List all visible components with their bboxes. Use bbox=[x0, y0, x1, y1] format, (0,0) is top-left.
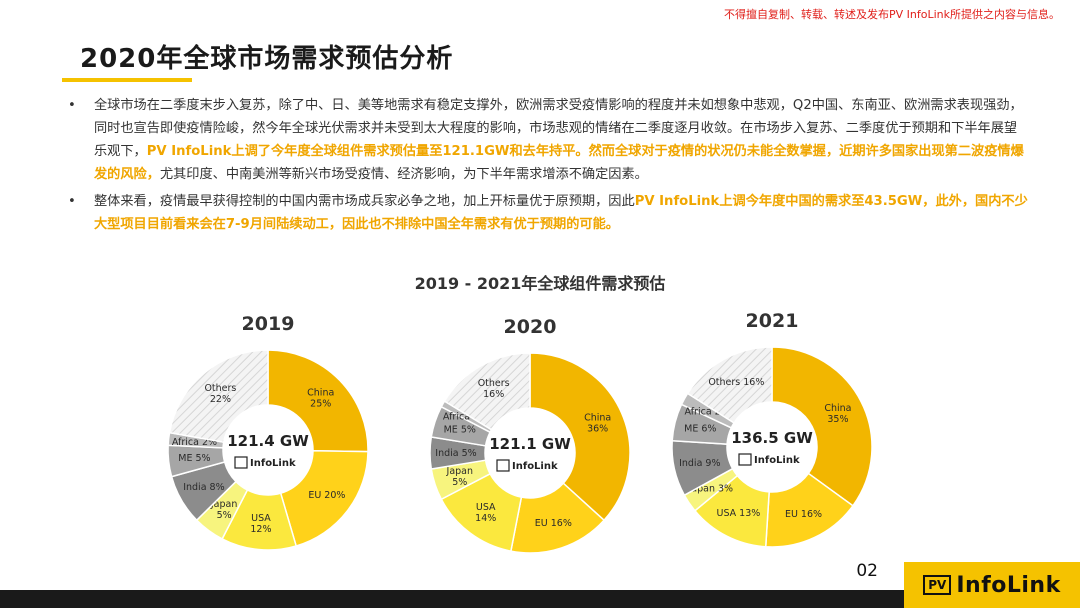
svg-text:InfoLink: InfoLink bbox=[512, 461, 558, 472]
bullet-list: • 全球市场在二季度末步入复苏，除了中、日、美等地需求有稳定支撑外，欧洲需求受疫… bbox=[66, 94, 1028, 240]
slice-label: Others 16% bbox=[708, 377, 764, 388]
donut-hole bbox=[728, 403, 816, 491]
chart-year-title: 2019 bbox=[242, 313, 295, 335]
bullet-item: • 全球市场在二季度末步入复苏，除了中、日、美等地需求有稳定支撑外，欧洲需求受疫… bbox=[66, 94, 1028, 186]
logo-name: InfoLink bbox=[956, 572, 1061, 598]
slice-label: USA 14% bbox=[475, 502, 496, 524]
slice-china bbox=[267, 349, 369, 453]
slice-label: Japan 3% bbox=[687, 484, 733, 495]
slice-label: Africa 2% bbox=[172, 437, 217, 448]
slice-label: Africa 1% bbox=[443, 412, 488, 423]
slice-label: USA 13% bbox=[717, 508, 761, 519]
donut-hole bbox=[224, 406, 312, 494]
slice-label: ME 6% bbox=[684, 424, 716, 435]
slice-china bbox=[771, 346, 873, 507]
bullet-2-highlight: PV InfoLink上调今年度中国的需求至43.5GW，此外，国内不少大型项目… bbox=[94, 194, 1028, 232]
slice-label: China 36% bbox=[584, 413, 611, 435]
donut-chart-2021: 2021 China 35% EU 16% USA 13% Japan 3% India 9… bbox=[671, 310, 873, 548]
slice-label: India 9% bbox=[679, 458, 720, 469]
bullet-1-text-a: 全球市场在二季度末步入复苏，除了中、日、美等地需求有稳定支撑外，欧洲需求受疫情影… bbox=[94, 98, 1023, 159]
slice-label: China 25% bbox=[307, 388, 334, 410]
chart-year-title: 2021 bbox=[746, 310, 799, 332]
bullet-item: • 整体来看，疫情最早获得控制的中国内需市场成兵家必争之地，加上开标量优于原预期… bbox=[66, 190, 1028, 236]
center-logo: InfoLink bbox=[234, 456, 296, 469]
slice-others bbox=[443, 352, 531, 431]
page-title: 2020年全球市场需求预估分析 bbox=[80, 44, 454, 74]
bullet-dot: • bbox=[68, 194, 76, 209]
slice-label: Japan 5% bbox=[446, 466, 474, 488]
bullet-1-highlight: PV InfoLink上调了今年度全球组件需求预估量至121.1GW和去年持平。… bbox=[94, 144, 1024, 182]
slice-label: Africa 2% bbox=[685, 406, 730, 417]
slice-label: India 8% bbox=[183, 482, 224, 493]
slice-label: China 35% bbox=[824, 403, 851, 425]
slice-label: Others 16% bbox=[478, 378, 510, 400]
slice-label: India 5% bbox=[435, 448, 476, 459]
slice-label: ME 5% bbox=[444, 425, 476, 436]
center-total-label: 121.4 GW bbox=[227, 432, 309, 450]
page-number: 02 bbox=[856, 561, 878, 581]
center-total-label: 136.5 GW bbox=[731, 429, 813, 447]
center-logo: InfoLink bbox=[496, 459, 558, 472]
footer-logo: PV InfoLink bbox=[904, 562, 1080, 608]
chart-section-title: 2019 - 2021年全球组件需求预估 bbox=[414, 274, 666, 293]
slice-label: EU 16% bbox=[785, 509, 822, 520]
donut-chart-2020: 2020 China 36% EU 16% USA 14%Japan 5% India 5% M… bbox=[429, 316, 631, 554]
title-underline bbox=[62, 78, 192, 82]
center-logo: InfoLink bbox=[738, 453, 800, 466]
slice-others bbox=[686, 346, 773, 424]
slice-label: Japan 5% bbox=[210, 499, 238, 521]
slice-label: USA 12% bbox=[250, 513, 271, 535]
bullet-2-text-a: 整体来看，疫情最早获得控制的中国内需市场成兵家必争之地，加上开标量优于原预期，因… bbox=[94, 194, 635, 209]
bullet-1-text-b: 尤其印度、中南美洲等新兴市场受疫情、经济影响，为下半年需求增添不确定因素。 bbox=[159, 167, 648, 182]
slice-label: Others 22% bbox=[204, 383, 236, 405]
slice-label: EU 20% bbox=[308, 490, 345, 501]
slice-label: EU 16% bbox=[535, 518, 572, 529]
logo-pv-mark: PV bbox=[923, 575, 952, 595]
donut-chart-2019: 2019 China 25% EU 20% USA 12% Japan 5% India 8% M… bbox=[167, 313, 369, 551]
chart-year-title: 2020 bbox=[504, 316, 557, 338]
copyright-notice: 不得擅自复制、转载、转述及发布PV InfoLink所提供之内容与信息。 bbox=[724, 8, 1060, 21]
center-total-label: 121.1 GW bbox=[489, 435, 571, 453]
svg-text:InfoLink: InfoLink bbox=[754, 455, 800, 466]
slice-china bbox=[529, 352, 631, 522]
bullet-dot: • bbox=[68, 98, 76, 113]
slice-label: ME 5% bbox=[178, 453, 210, 464]
donut-charts: 2019 China 25% EU 20% USA 12% Japan 5% India 8% M… bbox=[167, 310, 873, 554]
slice-others bbox=[168, 349, 269, 444]
svg-text:InfoLink: InfoLink bbox=[250, 458, 296, 469]
donut-hole bbox=[486, 409, 574, 497]
slice-eu bbox=[279, 449, 369, 547]
footer-bar bbox=[0, 590, 1080, 608]
